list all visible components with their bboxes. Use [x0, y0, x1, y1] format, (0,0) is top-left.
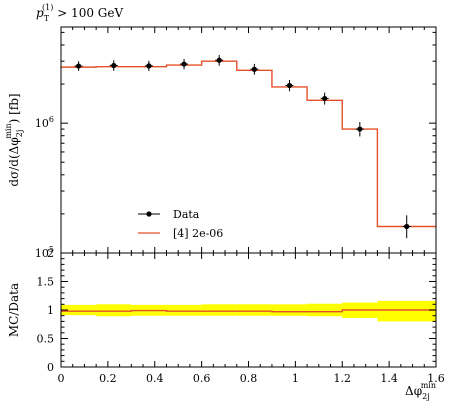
ratio-panel: 0 0.5 1 1.5 2 0 0.2 0.4 0.6 0.8 1 1.2 1.4 1.6 [37, 247, 445, 385]
ratio-mc-line [61, 309, 436, 313]
ratio-y-tick-label: 1 [47, 304, 54, 317]
main-plot-frame [60, 26, 437, 254]
ratio-plot-frame [60, 252, 437, 368]
legend-data-marker [146, 211, 152, 217]
ratio-y-axis-label: MC/Data [7, 283, 21, 337]
legend: Data [4] 2e-06 [138, 208, 223, 240]
data-point [75, 63, 82, 69]
legend-data-label: Data [173, 208, 200, 221]
data-point [216, 57, 222, 63]
x-tick-label: 0.4 [146, 372, 164, 385]
ratio-uncertainty-band [307, 303, 343, 317]
x-axis-label: Δφ2jmin [405, 381, 436, 401]
x-tick-label: 0.2 [99, 372, 117, 385]
x-tick-label: 1.4 [380, 372, 398, 385]
ratio-uncertainty-band [61, 304, 97, 316]
chart-annotation: pT(1) > 100 GeV [36, 3, 123, 23]
data-point [251, 66, 257, 72]
ratio-uncertainty-band [236, 304, 272, 316]
legend-mc-label: [4] 2e-06 [173, 227, 223, 240]
ratio-y-tick-label: 0.5 [37, 333, 55, 346]
ratio-uncertainty-band [166, 304, 202, 316]
ratio-uncertainty-band [271, 304, 308, 316]
ratio-y-tick-label: 1.5 [37, 276, 55, 289]
data-point [357, 126, 363, 132]
main-y-axis-label: dσ/d(Δφ2jmin) [fb] [4, 93, 24, 186]
x-tick-label: 1 [292, 372, 299, 385]
data-point [181, 61, 187, 67]
data-point [146, 63, 152, 69]
main-y-tick-label: 105 [35, 245, 54, 260]
main-panel: 105 106 [35, 26, 437, 260]
data-point [111, 62, 117, 69]
ratio-y-tick-label: 2 [47, 247, 54, 260]
x-tick-label: 1.2 [334, 372, 352, 385]
data-point [322, 95, 328, 102]
data-point [404, 223, 410, 230]
main-y-tick-label: 106 [35, 115, 54, 130]
data-point [286, 82, 293, 89]
ratio-uncertainty-band [201, 304, 237, 316]
ratio-y-tick-label: 0 [47, 361, 54, 374]
x-tick-label: 1.6 [427, 372, 445, 385]
mc-step-line [61, 60, 436, 228]
ratio-uncertainty-band [96, 304, 132, 317]
ratio-uncertainty-band [377, 300, 436, 322]
x-tick-label: 0 [58, 372, 65, 385]
x-tick-label: 0.8 [240, 372, 258, 385]
x-tick-label: 0.6 [193, 372, 211, 385]
